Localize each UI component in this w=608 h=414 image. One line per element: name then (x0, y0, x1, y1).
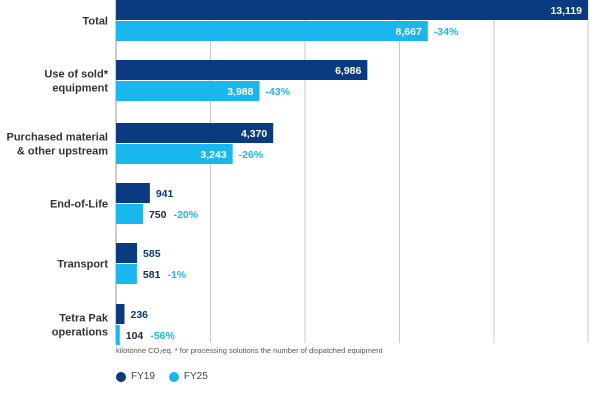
bar-fy25-1 (116, 81, 260, 101)
legend-swatch-fy19 (116, 371, 126, 382)
change-label-2: -26% (239, 149, 264, 161)
category-label-0: Total (83, 16, 108, 28)
data-label-fy19-1: 6,986 (335, 65, 361, 77)
change-label-0: -34% (434, 26, 459, 38)
category-label-2: Purchased material (7, 132, 109, 144)
bar-fy19-3 (116, 183, 150, 203)
data-label-fy25-0: 8,667 (396, 26, 422, 38)
data-label-fy25-1: 3,988 (227, 86, 253, 98)
data-label-fy25-3: 750 (149, 209, 167, 221)
bars: 13,119 8,667 -34% 6,986 3,988 -43% 4,370 3,243 -… (116, 0, 588, 345)
legend-label-fy19: FY19 (131, 371, 155, 382)
category-label-1: equipment (52, 83, 108, 95)
footnote: kilotonne CO₂eq. * for processing soluti… (116, 346, 383, 355)
bar-fy25-5 (116, 325, 120, 345)
legend-swatch-fy25 (168, 371, 179, 382)
bar-fy25-4 (116, 264, 137, 284)
data-label-fy19-0: 13,119 (550, 5, 582, 17)
legend-label-fy25: FY25 (183, 371, 208, 382)
data-label-fy19-2: 4,370 (241, 128, 267, 140)
bar-fy19-1 (116, 60, 368, 80)
data-label-fy25-5: 104 (126, 330, 144, 342)
grid-lines (115, 0, 589, 343)
change-label-3: -20% (174, 209, 199, 221)
bar-fy19-5 (116, 304, 125, 324)
category-label-3: End-of-Life (50, 199, 108, 211)
change-label-1: -43% (265, 86, 290, 98)
data-label-fy25-4: 581 (143, 269, 161, 281)
bar-fy19-2 (116, 123, 274, 143)
data-label-fy25-2: 3,243 (200, 149, 226, 161)
legend-item-fy19: FY19 (116, 371, 155, 382)
bar-fy19-4 (116, 243, 138, 263)
data-label-fy19-5: 236 (130, 309, 148, 321)
bar-fy25-3 (116, 204, 143, 224)
category-label-5: operations (52, 327, 108, 339)
change-label-5: -56% (150, 330, 175, 342)
data-label-fy19-3: 941 (156, 188, 174, 200)
change-label-4: -1% (168, 269, 187, 281)
bar-fy25-2 (116, 144, 233, 164)
data-label-fy19-4: 585 (143, 248, 161, 260)
bar-fy25-0 (116, 21, 428, 41)
legend-item-fy25: FY25 (168, 371, 208, 382)
category-label-2: & other upstream (17, 146, 108, 158)
legend: FY19 FY25 (116, 371, 222, 382)
category-labels: Total Use of sold* equipment Purchased mate… (7, 16, 109, 339)
category-label-5: Tetra Pak (59, 313, 109, 325)
bar-fy19-0 (116, 0, 588, 20)
category-label-1: Use of sold* (44, 69, 108, 81)
category-label-4: Transport (57, 259, 108, 271)
